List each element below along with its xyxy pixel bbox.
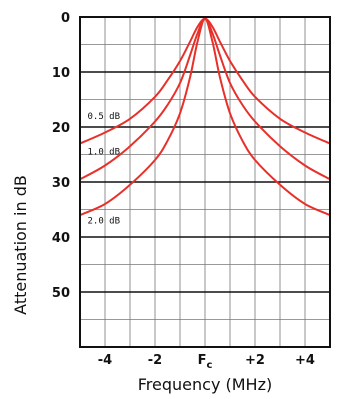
x-tick-label: Fc [198, 353, 213, 371]
y-tick-labels: 0 10 20 30 40 50 [52, 11, 70, 301]
x-tick-label: +2 [245, 353, 265, 368]
curve-label: 0.5 dB [88, 112, 121, 122]
y-tick-label: 40 [52, 231, 70, 246]
curve-label: 2.0 dB [88, 216, 121, 226]
curve-label: 1.0 dB [88, 148, 121, 158]
y-tick-label: 0 [61, 11, 70, 26]
series-line-2 [79, 17, 331, 216]
y-axis-title: Attenuation in dB [11, 175, 30, 315]
x-tick-label: -2 [148, 353, 162, 368]
grid [80, 17, 330, 347]
plot-frame [79, 16, 331, 348]
y-tick-label: 30 [52, 176, 70, 191]
y-tick-label: 20 [52, 121, 70, 136]
x-tick-subscript: c [206, 360, 212, 371]
y-tick-label: 10 [52, 66, 70, 81]
x-tick-label: -4 [98, 353, 112, 368]
curve-labels: 0.5 dB 1.0 dB 2.0 dB [88, 112, 121, 227]
series-lines [79, 17, 331, 216]
y-tick-label: 50 [52, 286, 70, 301]
x-tick-labels: -4 -2 Fc +2 +4 [98, 353, 315, 371]
x-axis-title: Frequency (MHz) [138, 375, 272, 394]
x-tick-label: +4 [295, 353, 315, 368]
